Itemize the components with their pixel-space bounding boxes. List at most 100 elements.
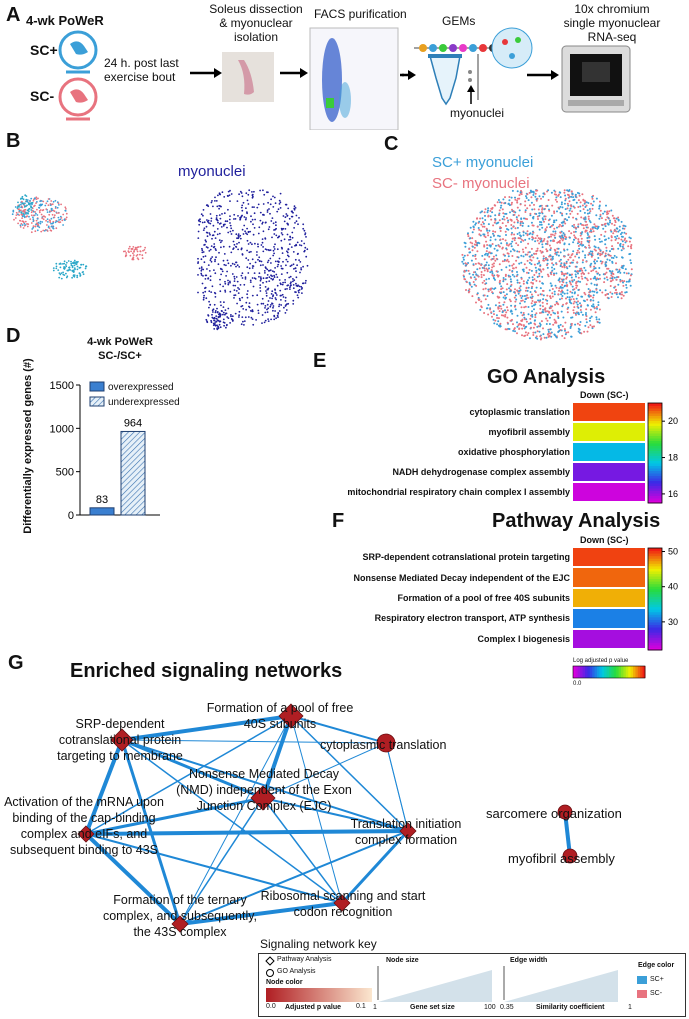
colorbar-segment [648,639,662,643]
key-title: Signaling network key [260,937,377,951]
key-adjusted-p: Adjusted p value [285,1004,342,1011]
colorbar-segment [648,470,662,474]
key-similarity: Similarity coefficient [536,1004,605,1011]
node-label-translation-init: Translation initiation complex formation [350,817,462,847]
log-p-gradient-segment [604,666,608,678]
colorbar-segment [648,468,662,471]
colorbar-segment [648,460,662,464]
key-edge-color: Edge color [638,962,675,969]
network-edge [179,797,264,925]
log-p-gradient-segment [575,666,579,678]
edge-plus-swatch [637,976,647,984]
colorbar-segment [648,498,662,501]
colorbar-segment [648,583,662,587]
edge-width-wedge [504,970,618,1002]
colorbar-segment [648,601,662,605]
colorbar-segment [648,604,662,608]
heat-cell [573,403,645,423]
node-label-cytoplasmic: cytoplasmic translation [320,738,447,752]
step-myonuclei: myonuclei [450,106,505,120]
network-title: Enriched signaling networks [70,660,343,682]
colorbar-segment [648,478,662,481]
node-size-wedge [378,970,492,1002]
key-node-color-max: 0.1 [356,1003,366,1010]
colorbar-segment [648,593,662,597]
key-node-size: Node size [386,957,419,964]
panel-letter-d: D [6,325,21,347]
colorbar-segment [648,453,662,456]
panel-letter-c: C [384,133,399,155]
heat-row-label: NADH dehydrogenase complex assembly [392,467,570,477]
log-p-gradient-segment [606,666,610,678]
network-key-box [258,953,686,1017]
colorbar-segment [648,495,662,499]
step-dissection: Soleus dissection & myonuclear isolation [209,2,303,44]
node-label-ternary: Formation of the ternary complex, and su… [102,893,258,939]
gem-droplet-chip [414,27,533,100]
log-p-gradient-segment [613,666,617,678]
colorbar-segment [648,609,662,613]
colorbar-segment [648,616,662,620]
go-node-sarc [557,804,573,820]
colorbar-segment [648,420,662,424]
log-p-gradient-segment [573,666,576,678]
log-p-gradient-segment [621,666,624,678]
colorbar-segment [648,438,662,441]
go-title: GO Analysis [487,366,606,388]
colorbar-segment [648,428,662,431]
colorbar-segment [648,614,662,618]
heat-cell [573,443,645,463]
bar-overexpressed [89,507,115,516]
node-label-ribosomal: Ribosomal scanning and start codon recog… [260,889,426,919]
colorbar-frame [647,402,663,504]
colorbar-segment [648,548,662,552]
pathway-node-srp [110,728,134,752]
network-edge [121,738,264,800]
log-p-gradient-segment [630,666,634,678]
log-p-caption: Log adjusted p value [573,658,629,664]
key-edge-width-min: 0.35 [500,1004,514,1011]
colorbar-segment [648,573,662,577]
log-p-gradient-segment [599,666,603,678]
y-tick-label: 0 [68,510,74,522]
colorbar-segment [648,405,662,409]
heat-row-label: oxidative phosphorylation [457,447,570,457]
colorbar-segment [648,435,662,439]
pathway-node-nmd [250,785,276,811]
panel-a-graphics [58,27,631,130]
colorbar-segment [648,550,662,554]
colorbar-segment [648,647,662,651]
pathway-node-act [77,825,95,843]
heat-cell [573,423,645,443]
tube-icon [428,54,462,106]
colorbar-segment [648,619,662,623]
network-edge [290,715,387,744]
colorbar-segment [648,599,662,603]
key-node-color: Node color [266,979,303,986]
colorbar-tick-label: 20 [668,416,678,426]
legend-swatch-over [89,381,105,392]
pathway-title: Pathway Analysis [492,510,661,532]
colorbar-tick-label: 30 [668,617,678,627]
step-gems: GEMs [442,14,476,28]
network-edge [85,833,343,904]
colorbar-segment [648,440,662,444]
log-p-gradient-segment [580,666,584,678]
colorbar-segment [648,490,662,494]
log-p-gradient-segment [594,666,598,678]
y-tick-label: 1500 [50,380,74,392]
go-heatmap [573,403,645,503]
network-edge [84,739,124,835]
heat-row-label: Complex I biogenesis [477,633,570,644]
go-node-cyto [376,733,396,753]
colorbar-tick-label: 16 [668,489,678,499]
myonuclei-label: myonuclei [178,163,246,180]
log-p-min: 0.0 [573,681,582,687]
colorbar-segment [648,488,662,491]
colorbar-segment [648,606,662,610]
network-edge [84,832,182,926]
